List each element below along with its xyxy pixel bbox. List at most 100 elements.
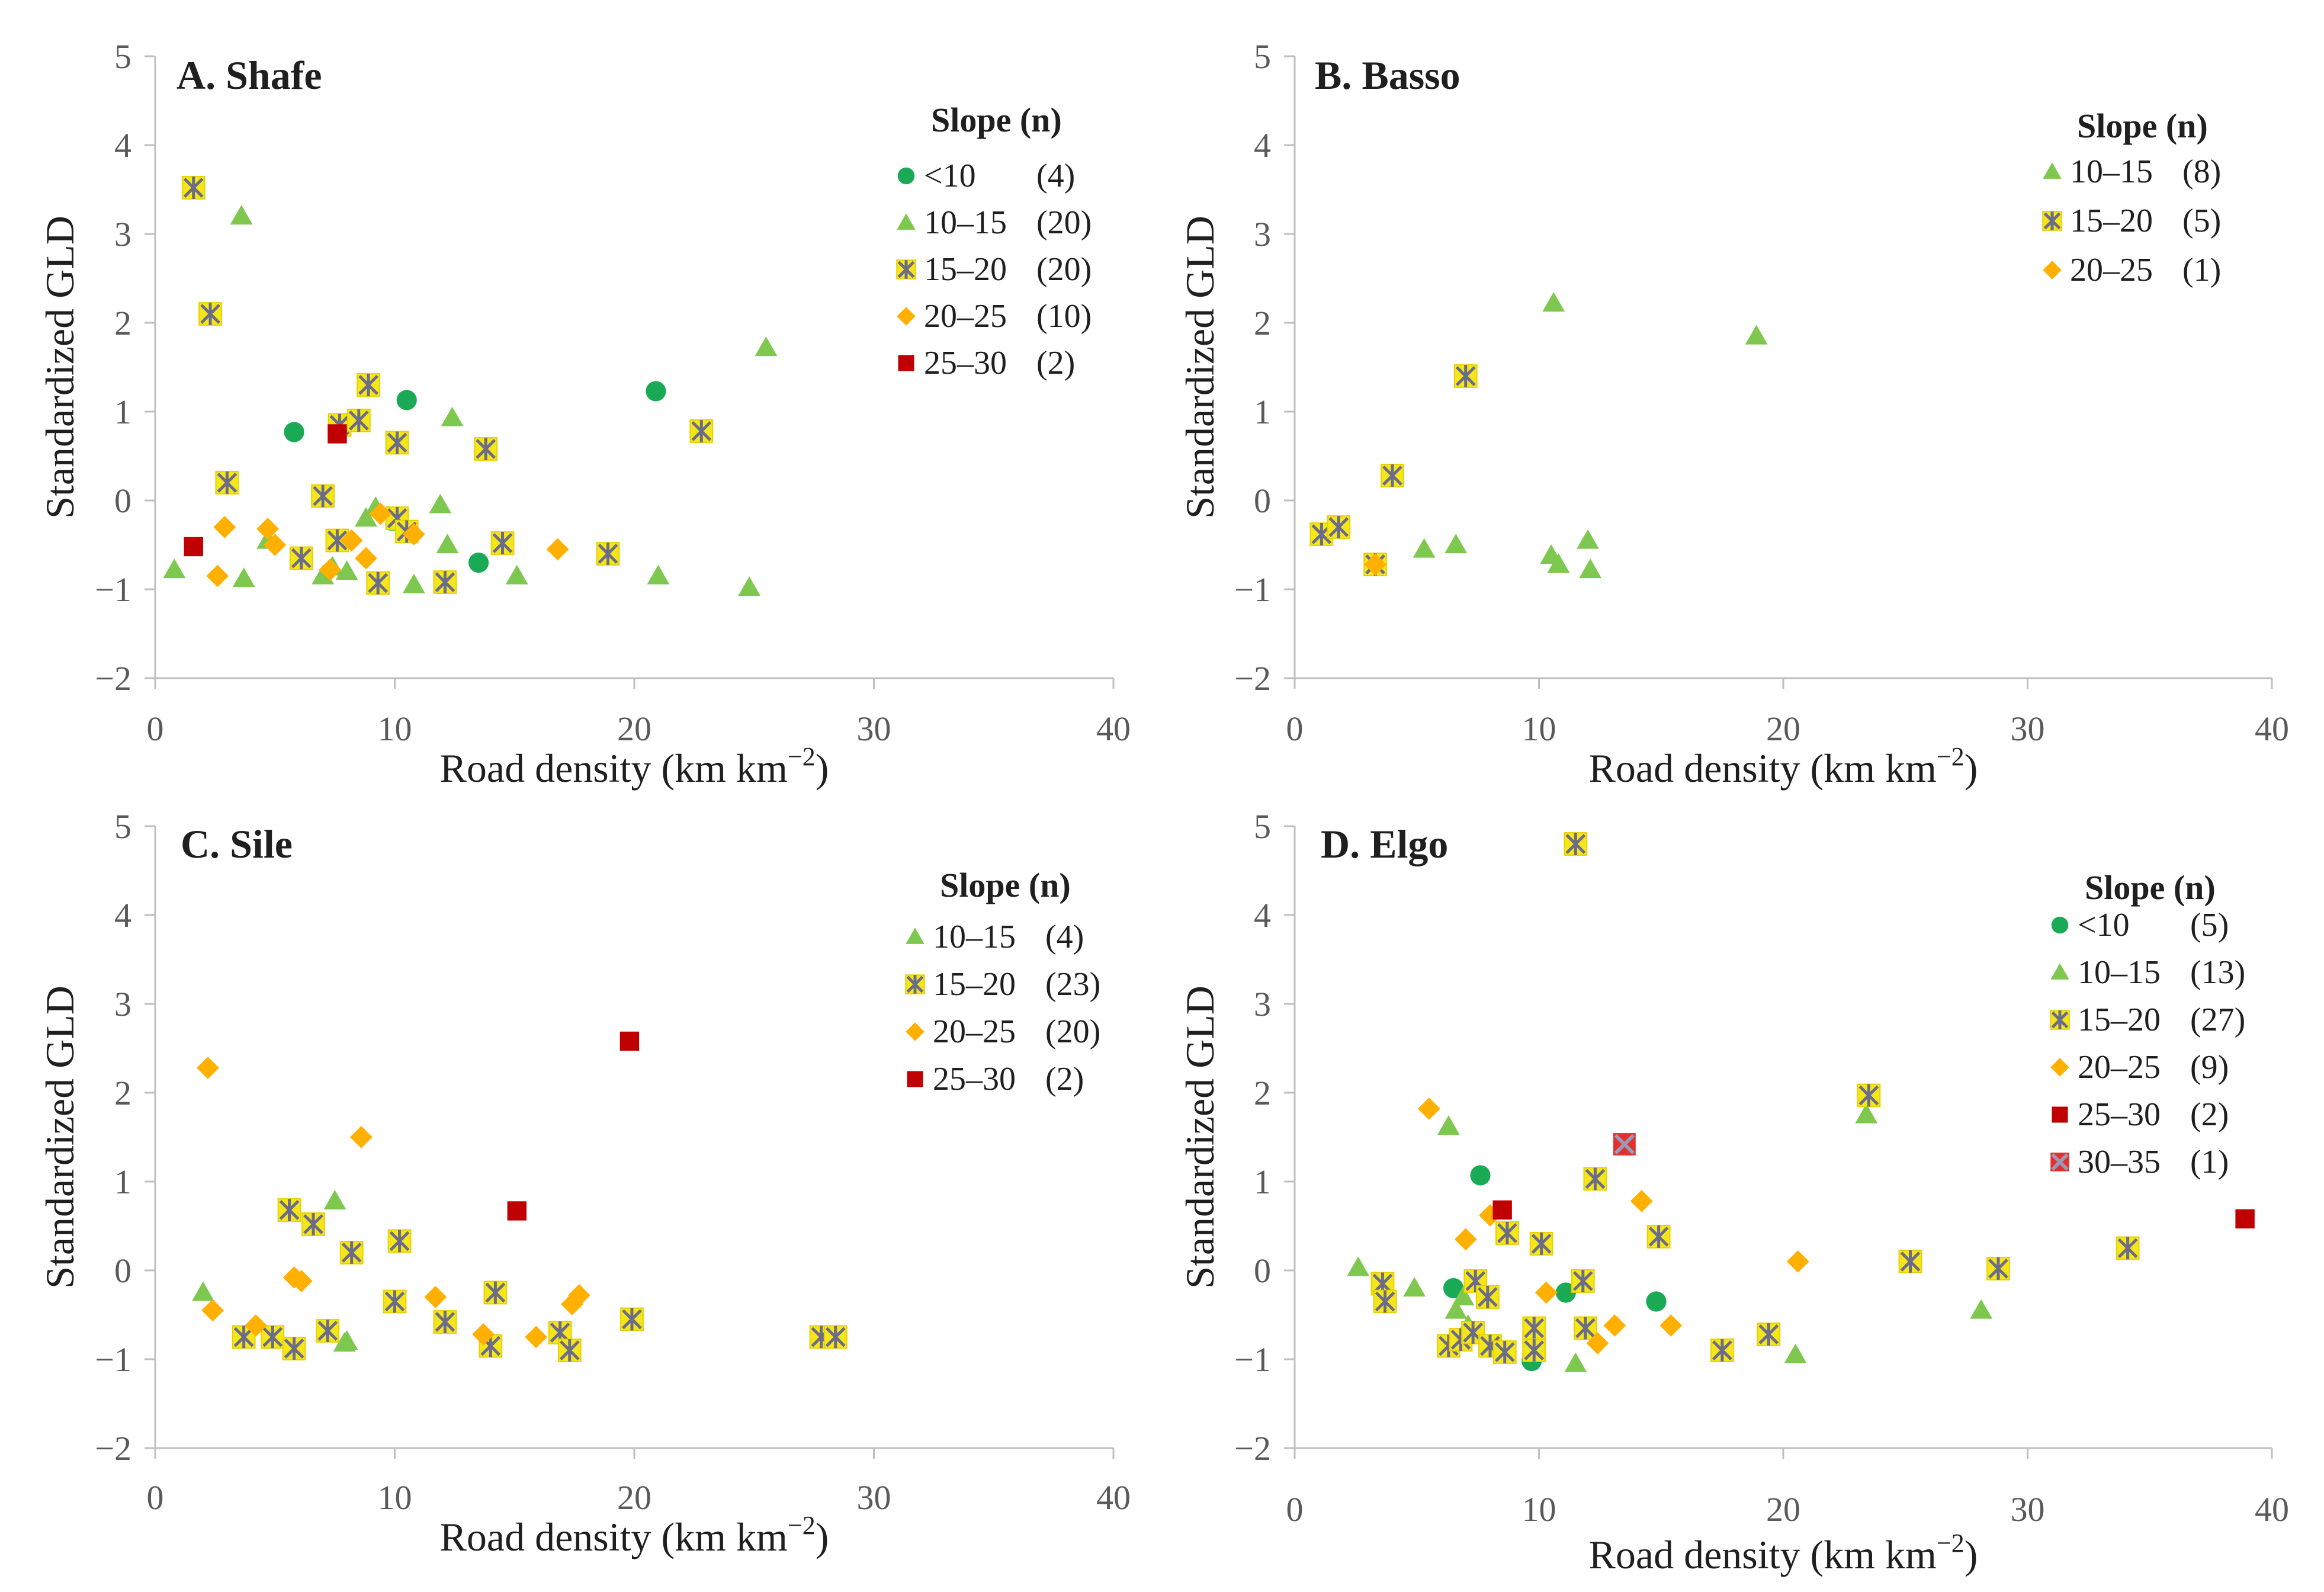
legend-count: (13)	[2190, 954, 2245, 991]
data-points	[1347, 832, 2255, 1372]
data-point	[1495, 1221, 1519, 1245]
data-point	[1564, 832, 1588, 856]
y-tick-label: −1	[95, 1340, 131, 1379]
data-point	[316, 1319, 340, 1343]
legend: Slope (n)<10 (5) 10–15 (13) 15–20 (27) 20–25 (9…	[2050, 868, 2245, 1180]
x-tick-label: 40	[2255, 710, 2289, 748]
data-point	[213, 516, 236, 538]
panel-title: D. Elgo	[1321, 821, 1448, 866]
y-axis-title: Standardized GLD	[1177, 986, 1222, 1289]
data-point	[181, 176, 206, 200]
data-point	[755, 336, 778, 357]
data-point	[1555, 1282, 1576, 1303]
data-point	[340, 529, 363, 552]
legend-count: (9)	[2190, 1049, 2229, 1086]
x-tick-label: 40	[1096, 710, 1131, 748]
data-point	[1646, 1225, 1671, 1248]
y-tick-label: 5	[114, 807, 131, 846]
legend-title: Slope (n)	[931, 101, 1062, 139]
legend: Slope (n) <10 (4) 10–15 (20) 15–20 (20) 20–25 (1…	[896, 101, 1092, 381]
legend-count: (20)	[1036, 204, 1092, 241]
x-tick-label: 40	[2255, 1490, 2289, 1529]
data-point	[472, 1323, 495, 1346]
data-point	[289, 546, 313, 570]
legend-marker	[898, 355, 914, 371]
y-tick-label: 0	[1254, 482, 1271, 520]
legend-count: (4)	[1036, 158, 1075, 194]
data-points	[192, 1031, 848, 1362]
legend-label: <10	[924, 158, 976, 194]
legend-count: (20)	[1045, 1013, 1100, 1050]
data-point	[1437, 1115, 1460, 1135]
legend-label: 15–20	[2078, 1002, 2161, 1038]
data-points	[163, 176, 778, 596]
data-point	[325, 528, 349, 553]
legend-count: (8)	[2182, 153, 2221, 190]
x-tick-label: 30	[2011, 710, 2045, 748]
data-point	[198, 302, 222, 326]
x-tick-label: 30	[2011, 1490, 2045, 1529]
y-tick-label: 5	[114, 37, 131, 76]
y-tick-label: 4	[1254, 896, 1271, 935]
y-tick-label: 2	[1254, 304, 1271, 342]
data-point	[1646, 1291, 1667, 1312]
y-tick-label: −2	[1234, 1429, 1271, 1468]
x-tick-label: 10	[1522, 1490, 1556, 1529]
x-axis-title: Road density (km km−2)	[440, 742, 829, 791]
data-point	[192, 1281, 214, 1301]
data-point	[1784, 1343, 1807, 1363]
data-point	[290, 1270, 313, 1292]
data-point	[436, 534, 459, 554]
legend-label: 25–30	[924, 345, 1007, 381]
data-point	[197, 1057, 219, 1079]
legend-marker	[2050, 1010, 2070, 1030]
data-point	[282, 1337, 306, 1360]
y-tick-label: −1	[95, 570, 131, 609]
legend-label: <10	[2078, 907, 2130, 943]
y-tick-label: 2	[114, 1074, 131, 1112]
data-point	[1522, 1339, 1546, 1362]
legend-marker	[906, 1022, 925, 1041]
data-point	[1573, 1316, 1597, 1340]
y-tick-label: 4	[114, 126, 131, 165]
data-point	[201, 1299, 224, 1322]
data-point	[284, 422, 304, 442]
data-point	[339, 1241, 364, 1264]
data-point	[525, 1325, 548, 1349]
data-point	[402, 523, 425, 545]
y-tick-label: 1	[114, 1163, 131, 1201]
data-point	[1403, 1277, 1426, 1297]
legend-label: 10–15	[2070, 153, 2153, 190]
data-point	[2235, 1209, 2255, 1229]
y-axis-title: Standardized GLD	[1177, 216, 1222, 519]
legend-label: 15–20	[2070, 203, 2153, 239]
data-point	[1364, 553, 1387, 576]
data-point	[1452, 1286, 1475, 1306]
x-tick-label: 30	[857, 710, 891, 748]
data-point	[619, 1031, 640, 1051]
x-tick-label: 20	[1766, 1490, 1800, 1529]
legend-label: 20–25	[2070, 252, 2153, 288]
legend-label: 10–15	[924, 204, 1007, 241]
legend-title: Slope (n)	[2085, 868, 2216, 907]
legend-count: (10)	[1036, 298, 1092, 335]
data-point	[1603, 1314, 1626, 1337]
data-point	[2116, 1236, 2140, 1260]
data-point	[261, 1325, 285, 1349]
data-point	[301, 1212, 325, 1236]
data-point	[1855, 1103, 1878, 1124]
y-tick-label: 5	[1254, 37, 1271, 76]
data-point	[738, 576, 761, 596]
y-tick-label: 4	[114, 896, 131, 935]
data-point	[441, 406, 464, 426]
legend-marker	[897, 307, 916, 326]
data-point	[1475, 1285, 1500, 1309]
data-point	[1745, 325, 1768, 345]
data-point	[383, 1289, 407, 1314]
legend-label: 15–20	[924, 251, 1007, 288]
x-tick-label: 40	[1096, 1478, 1131, 1517]
x-tick-label: 10	[378, 710, 412, 748]
data-point	[335, 560, 358, 580]
data-point	[328, 424, 347, 444]
